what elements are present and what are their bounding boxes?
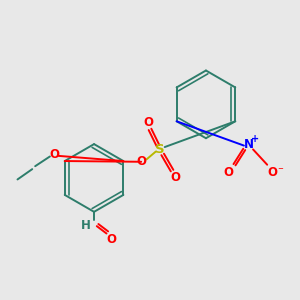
Text: O: O [267,166,277,178]
Text: O: O [136,155,146,168]
Text: O: O [171,171,181,184]
Text: O: O [49,148,59,161]
Text: ⁻: ⁻ [277,166,283,176]
Text: O: O [143,116,154,129]
Text: H: H [81,219,91,232]
Text: S: S [155,143,165,157]
Text: O: O [224,166,234,178]
Text: +: + [251,134,259,144]
Text: N: N [244,138,254,151]
Text: O: O [107,233,117,246]
